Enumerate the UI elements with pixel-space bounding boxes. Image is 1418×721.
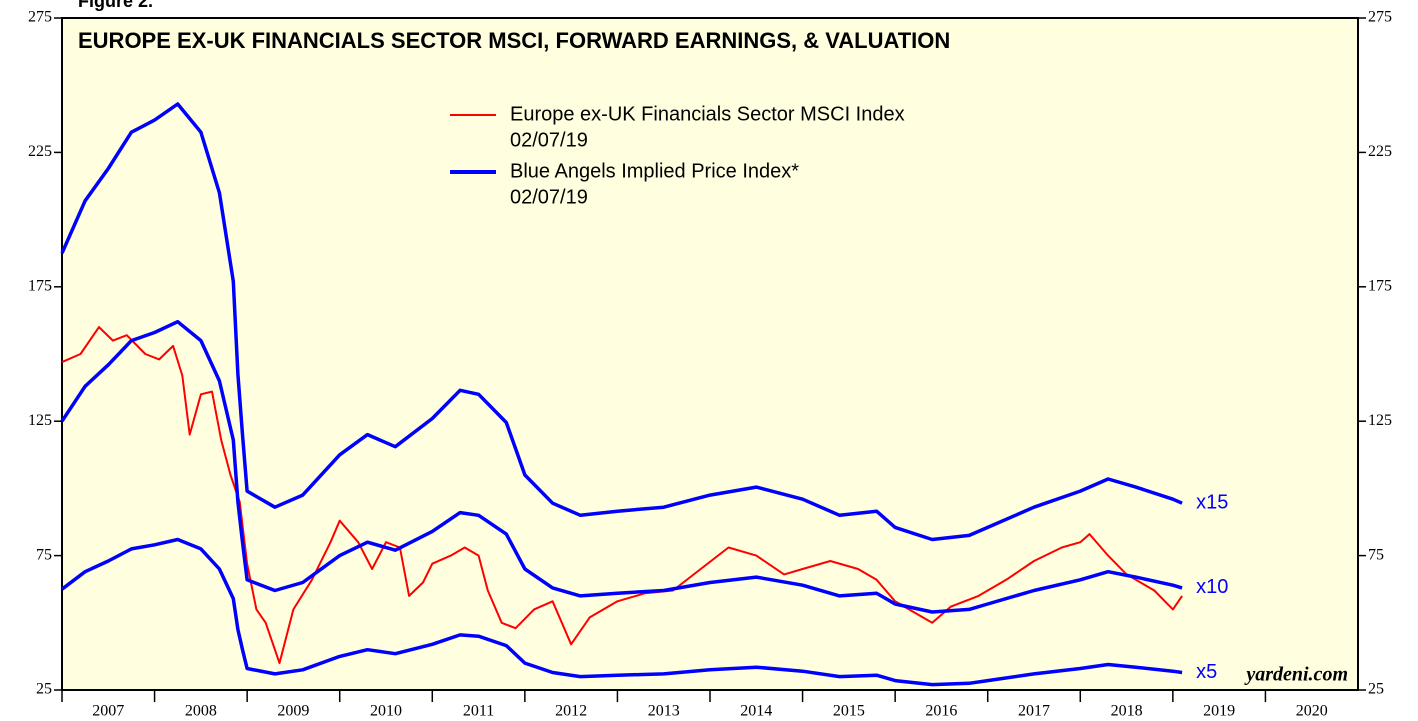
x-tick-label: 2016	[925, 703, 957, 720]
series-line	[60, 537, 1183, 687]
chart-title: EUROPE EX-UK FINANCIALS SECTOR MSCI, FOR…	[78, 28, 950, 53]
y2-tick-label: 75	[1368, 546, 1384, 563]
x-tick-label: 2013	[648, 703, 680, 720]
x-tick-label: 2007	[92, 703, 124, 720]
x-tick-label: 2011	[463, 703, 494, 720]
y2-tick-label: 25	[1368, 681, 1384, 698]
legend-label: Europe ex-UK Financials Sector MSCI Inde…	[510, 103, 905, 125]
x-tick-label: 2009	[277, 703, 309, 720]
x-tick-label: 2017	[1018, 703, 1050, 720]
legend-date: 02/07/19	[510, 186, 588, 208]
x-tick-label: 2010	[370, 703, 402, 720]
y2-tick-label: 125	[1368, 412, 1392, 429]
x-tick-label: 2015	[833, 703, 865, 720]
y-tick-label: 275	[28, 9, 52, 26]
series-line	[61, 326, 1183, 665]
y-tick-label: 125	[28, 412, 52, 429]
x-tick-label: 2014	[740, 703, 772, 720]
legend-label: Blue Angels Implied Price Index*	[510, 160, 799, 182]
x-tick-label: 2018	[1111, 703, 1143, 720]
y2-tick-label: 225	[1368, 143, 1392, 160]
y-tick-label: 25	[36, 681, 52, 698]
series-line	[60, 102, 1183, 542]
y-tick-label: 75	[36, 546, 52, 563]
y2-tick-label: 175	[1368, 277, 1392, 294]
x-tick-label: 2020	[1296, 703, 1328, 720]
legend-date: 02/07/19	[510, 129, 588, 151]
y-tick-label: 175	[28, 277, 52, 294]
y-tick-label: 225	[28, 143, 52, 160]
line-label: x15	[1196, 491, 1228, 513]
line-label: x10	[1196, 576, 1228, 598]
y2-tick-label: 275	[1368, 9, 1392, 26]
source: yardeni.com	[1244, 664, 1348, 686]
series-line	[60, 319, 1183, 614]
line-label: x5	[1196, 661, 1217, 683]
x-tick-label: 2019	[1203, 703, 1235, 720]
x-tick-label: 2012	[555, 703, 587, 720]
figure-label: Figure 2.	[78, 0, 153, 11]
x-tick-label: 2008	[185, 703, 217, 720]
